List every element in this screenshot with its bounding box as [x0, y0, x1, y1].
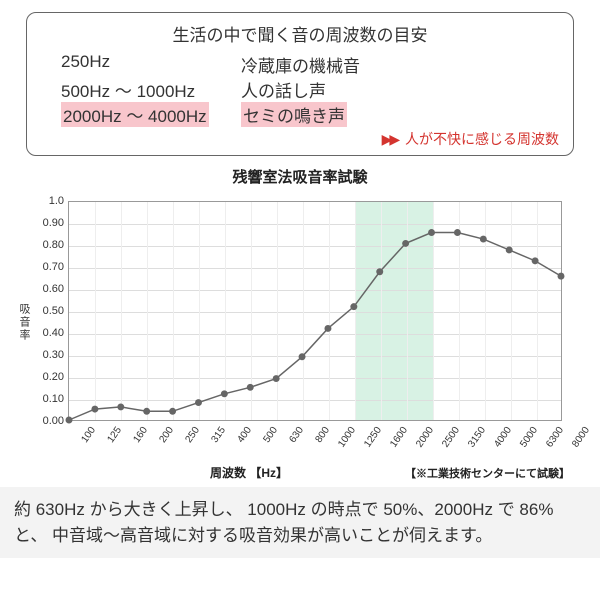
ytick-label: 0.90	[43, 217, 64, 229]
freq-rows: 250Hz冷蔵庫の機械音500Hz ～ 1000Hz人の話し声2000Hz ～ …	[41, 52, 559, 127]
xtick-label: 315	[202, 425, 228, 456]
xaxis-label: 周波数 【Hz】	[210, 464, 288, 481]
ytick-label: 0.50	[43, 305, 64, 317]
freq-row: 250Hz冷蔵庫の機械音	[41, 52, 559, 77]
freq-row: 500Hz ～ 1000Hz人の話し声	[41, 77, 559, 102]
info-title: 生活の中で聞く音の周波数の目安	[41, 21, 559, 46]
xtick-label: 200	[150, 425, 176, 456]
yaxis-label: 吸音率	[16, 303, 32, 342]
ytick-label: 0.10	[43, 393, 64, 405]
plot-area	[68, 201, 562, 421]
freq-range: 250Hz	[41, 52, 241, 77]
xtick-label: 3150	[462, 425, 488, 456]
ytick-label: 0.60	[43, 283, 64, 295]
xtick-label: 5000	[514, 425, 540, 456]
xtick-label: 400	[228, 425, 254, 456]
ytick-label: 0.80	[43, 239, 64, 251]
xtick-label: 2000	[410, 425, 436, 456]
frequency-info-box: 生活の中で聞く音の周波数の目安 250Hz冷蔵庫の機械音500Hz ～ 1000…	[26, 12, 574, 156]
freq-desc: 冷蔵庫の機械音	[241, 52, 559, 77]
freq-desc: セミの鳴き声	[241, 102, 559, 127]
freq-row: 2000Hz ～ 4000Hzセミの鳴き声	[41, 102, 559, 127]
ytick-label: 0.70	[43, 261, 64, 273]
xtick-label: 8000	[566, 425, 592, 456]
xtick-label: 2500	[436, 425, 462, 456]
arrow-icon: ▶▶	[382, 131, 398, 147]
xtick-label: 1000	[332, 425, 358, 456]
chart-note: 【※工業技術センターにて試験】	[405, 465, 570, 481]
ytick-label: 1.0	[49, 195, 64, 207]
xtick-label: 1600	[384, 425, 410, 456]
xtick-label: 1250	[358, 425, 384, 456]
xtick-label: 500	[254, 425, 280, 456]
freq-range: 500Hz ～ 1000Hz	[41, 77, 241, 102]
xtick-label: 250	[176, 425, 202, 456]
summary-text: 約 630Hz から大きく上昇し、 1000Hz の時点で 50%、2000Hz…	[0, 487, 600, 558]
ytick-label: 0.30	[43, 349, 64, 361]
line-chart	[69, 202, 561, 420]
freq-desc: 人の話し声	[241, 77, 559, 102]
chart-title: 残響室法吸音率試験	[0, 166, 600, 187]
ytick-label: 0.40	[43, 327, 64, 339]
xtick-label: 800	[306, 425, 332, 456]
arrow-text: 人が不快に感じる周波数	[405, 131, 559, 147]
xtick-label: 160	[124, 425, 150, 456]
xtick-label: 100	[72, 425, 98, 456]
chart-container: 吸音率 0.000.100.200.300.400.500.600.700.80…	[20, 193, 580, 483]
xtick-label: 125	[98, 425, 124, 456]
xtick-label: 6300	[540, 425, 566, 456]
xtick-label: 630	[280, 425, 306, 456]
freq-range: 2000Hz ～ 4000Hz	[41, 102, 241, 127]
ytick-label: 0.20	[43, 371, 64, 383]
xtick-label: 4000	[488, 425, 514, 456]
arrow-line: ▶▶ 人が不快に感じる周波数	[41, 129, 559, 149]
ytick-label: 0.00	[43, 415, 64, 427]
